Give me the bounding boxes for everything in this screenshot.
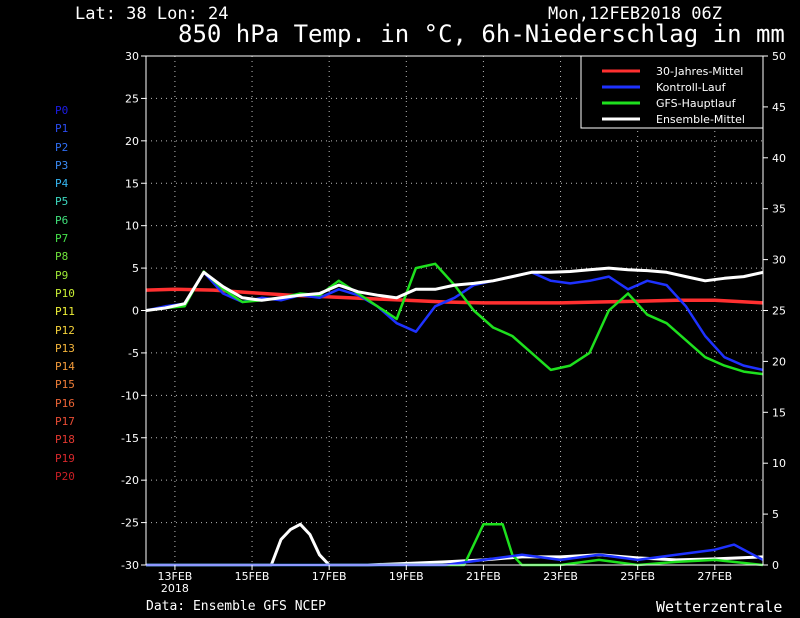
location-label: Lat: 38 Lon: 24 xyxy=(75,4,229,24)
precip-series-layer xyxy=(146,522,764,567)
y-left-tick-label: -5 xyxy=(128,347,139,360)
data-source-label: Data: Ensemble GFS NCEP xyxy=(146,599,327,614)
y-right-tick-label: 5 xyxy=(772,508,779,521)
y-left-tick-label: 20 xyxy=(125,135,139,148)
y-right-tick-label: 15 xyxy=(772,406,786,419)
member-label: P12 xyxy=(55,323,75,337)
member-label: P6 xyxy=(55,213,69,227)
y-left-tick-label: 25 xyxy=(125,92,139,105)
y-right-tick-label: 20 xyxy=(772,355,786,368)
axes-layer: 302520151050-5-10-15-20-25-3050454035302… xyxy=(121,50,786,595)
member-label: P10 xyxy=(55,286,75,300)
y-right-tick-label: 25 xyxy=(772,305,786,318)
legend-box xyxy=(580,55,764,129)
temp-line-gfs-hauptlauf xyxy=(145,262,764,376)
member-label: P3 xyxy=(55,158,69,172)
member-label: P15 xyxy=(55,378,75,392)
member-label: P7 xyxy=(55,232,69,246)
y-left-tick-label: 5 xyxy=(132,262,139,275)
precip-line-ensemble-mittel xyxy=(146,522,764,567)
x-tick-label: 13FEB xyxy=(158,570,193,583)
member-label: P5 xyxy=(55,195,69,209)
y-left-tick-label: 0 xyxy=(132,305,139,318)
x-tick-label: 15FEB xyxy=(235,570,270,583)
y-left-tick-label: -20 xyxy=(121,474,139,487)
member-label: P16 xyxy=(55,396,75,410)
member-label: P4 xyxy=(55,177,69,191)
precip-line-kontroll-lauf xyxy=(146,543,764,567)
y-right-tick-label: 0 xyxy=(772,559,779,572)
legend-label: Ensemble-Mittel xyxy=(656,113,745,126)
y-left-tick-label: -15 xyxy=(121,432,139,445)
y-right-tick-label: 35 xyxy=(772,203,786,216)
x-tick-sublabel: 2018 xyxy=(161,582,189,595)
y-right-tick-label: 30 xyxy=(772,254,786,267)
member-label: P9 xyxy=(55,268,69,282)
temp-series-layer xyxy=(145,262,764,376)
y-right-tick-label: 45 xyxy=(772,101,786,114)
y-left-tick-label: 30 xyxy=(125,50,139,63)
legend-label: GFS-Hauptlauf xyxy=(656,97,737,110)
y-left-tick-label: -25 xyxy=(121,517,139,530)
x-tick-label: 21FEB xyxy=(466,570,501,583)
temp-line-ensemble-mittel xyxy=(145,266,764,312)
plot-frame xyxy=(145,55,764,566)
x-tick-label: 17FEB xyxy=(312,570,347,583)
member-label: P14 xyxy=(55,360,75,374)
member-label: P8 xyxy=(55,250,69,264)
member-label: P20 xyxy=(55,469,75,483)
run-date-label: Mon,12FEB2018 06Z xyxy=(548,4,722,24)
brand-label: Wetterzentrale xyxy=(656,598,783,616)
precip-line-gfs-hauptlauf xyxy=(146,523,764,567)
y-left-tick-label: -10 xyxy=(121,389,139,402)
member-label: P13 xyxy=(55,341,75,355)
y-left-tick-label: 10 xyxy=(125,220,139,233)
y-right-tick-label: 50 xyxy=(772,50,786,63)
x-tick-label: 27FEB xyxy=(697,570,732,583)
x-tick-label: 25FEB xyxy=(620,570,655,583)
member-list: P0 P1 P2 P3 P4 P5 P6 P7 P8 P9 P10 P11 P12 P13 P14 P15 P1… xyxy=(55,102,95,486)
chart-title: 850 hPa Temp. in °C, 6h-Niederschlag in … xyxy=(178,20,785,48)
y-left-tick-label: 15 xyxy=(125,177,139,190)
member-label: P18 xyxy=(55,433,75,447)
legend-label: Kontroll-Lauf xyxy=(656,81,727,94)
member-label: P11 xyxy=(55,305,75,319)
legend-label: 30-Jahres-Mittel xyxy=(656,65,743,78)
y-right-tick-label: 10 xyxy=(772,457,786,470)
x-tick-label: 23FEB xyxy=(543,570,578,583)
member-label: P1 xyxy=(55,122,69,136)
grid-layer xyxy=(146,56,763,565)
member-label: P19 xyxy=(55,451,75,465)
x-tick-label: 19FEB xyxy=(389,570,424,583)
y-right-tick-label: 40 xyxy=(772,152,786,165)
member-label: P17 xyxy=(55,415,75,429)
legend: 30-Jahres-Mittel Kontroll-Lauf GFS-Hauptla… xyxy=(580,55,764,129)
y-left-tick-label: -30 xyxy=(121,559,139,572)
member-label: P2 xyxy=(55,140,69,154)
member-label: P0 xyxy=(55,104,69,117)
